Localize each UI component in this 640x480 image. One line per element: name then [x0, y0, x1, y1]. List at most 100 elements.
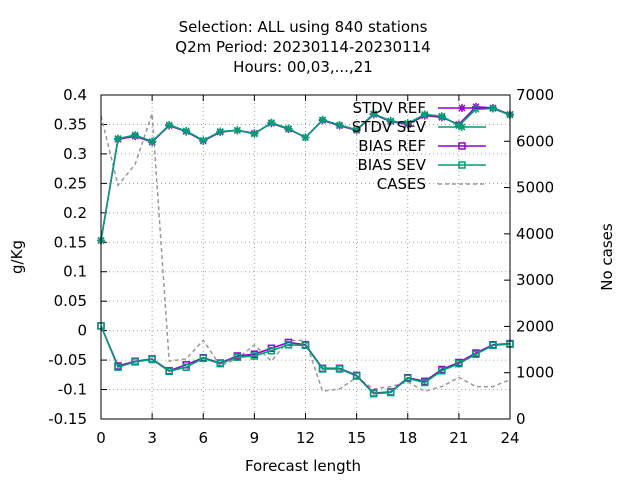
- y-axis-label: g/Kg: [8, 240, 26, 274]
- data-point-bias-sev: [165, 367, 173, 376]
- series-line-cases: [100, 113, 511, 393]
- y2-tick-label: 6000: [516, 132, 554, 150]
- data-point-stdv-sev-d2: [165, 121, 173, 129]
- x-tick-label: 3: [147, 429, 157, 447]
- data-point-stdv-sev-d2: [148, 138, 156, 146]
- y-tick-label: -0.05: [48, 351, 87, 369]
- data-point-bias-sev: [318, 365, 327, 373]
- legend-entry-bias-sev: BIAS SEV: [357, 156, 486, 174]
- series-line-bias-sev: [100, 325, 511, 395]
- data-point-bias-sev: [199, 354, 207, 363]
- data-point-stdv-sev-d2: [114, 135, 122, 143]
- legend-marker-stdv-sev-d2: [458, 123, 466, 131]
- data-point-bias-sev: [438, 366, 446, 375]
- data-point-stdv-sev-d2: [336, 121, 344, 129]
- y-tick-label: 0.15: [54, 233, 87, 251]
- y2-tick-label: 2000: [516, 317, 554, 335]
- data-point-bias-sev: [267, 346, 276, 355]
- data-point-bias-sev: [148, 355, 156, 364]
- data-point-bias-sev: [352, 372, 361, 380]
- x-tick-label: 24: [500, 429, 519, 447]
- legend-marker-stdv-ref-d2: [458, 104, 466, 112]
- legend-entry-bias-ref: BIAS REF: [358, 137, 486, 155]
- data-point-stdv-sev-d2: [319, 116, 327, 124]
- data-point-bias-sev: [301, 341, 310, 350]
- data-point-stdv-sev-d2: [216, 127, 224, 136]
- x-tick-label: 15: [347, 429, 366, 447]
- y-tick-label: 0.35: [54, 115, 87, 133]
- data-point-stdv-sev-d2: [131, 131, 139, 139]
- legend-label-bias-sev: BIAS SEV: [357, 156, 426, 174]
- data-point-bias-sev: [284, 341, 293, 349]
- x-tick-label: 18: [398, 429, 417, 447]
- series-cases: [100, 113, 511, 393]
- data-point-stdv-sev-d2: [489, 105, 497, 113]
- data-point-bias-sev: [114, 363, 122, 371]
- data-point-stdv-sev-d2: [387, 117, 395, 125]
- title-line-2: Q2m Period: 20230114-20230114: [175, 38, 430, 56]
- legend-entry-stdv-sev: STDV SEV: [352, 118, 486, 136]
- y-tick-label: 0.3: [63, 145, 87, 163]
- y-tick-label: 0.2: [63, 204, 87, 222]
- y2-tick-label: 7000: [516, 86, 554, 104]
- data-point-stdv-sev-d2: [233, 126, 241, 134]
- legend-label-stdv-ref: STDV REF: [352, 99, 426, 117]
- data-point-stdv-sev-d2: [284, 125, 292, 133]
- data-point-bias-sev: [421, 378, 429, 387]
- data-point-stdv-sev-d2: [438, 112, 446, 120]
- y2-tick-label: 4000: [516, 225, 554, 243]
- y-tick-label: 0.25: [54, 174, 87, 192]
- data-point-bias-sev: [233, 353, 242, 361]
- data-point-bias-sev: [489, 341, 497, 350]
- series-stdv-sev: [97, 104, 514, 245]
- title-line-3: Hours: 00,03,...,21: [233, 58, 373, 76]
- legend-entry-cases: CASES: [377, 175, 486, 193]
- series-layer: [97, 102, 514, 398]
- data-point-bias-sev: [455, 359, 463, 368]
- chart-title: Selection: ALL using 840 stations Q2m Pe…: [175, 18, 430, 76]
- legend-label-bias-ref: BIAS REF: [358, 137, 426, 155]
- y-tick-label: 0.1: [63, 263, 87, 281]
- y2-tick-label: 3000: [516, 271, 554, 289]
- y2-tick-label: 1000: [516, 364, 554, 382]
- data-point-bias-sev: [182, 363, 190, 371]
- data-point-stdv-sev-d2: [301, 133, 310, 141]
- data-point-stdv-sev-d2: [472, 105, 480, 113]
- y-tick-label: -0.1: [58, 381, 87, 399]
- data-point-stdv-sev-d2: [421, 110, 429, 118]
- x-tick-label: 12: [296, 429, 315, 447]
- data-point-stdv-sev-d2: [199, 136, 207, 144]
- x-axis-label: Forecast length: [245, 457, 361, 475]
- data-point-bias-sev: [369, 389, 378, 398]
- ticks: 0 3 6 9 12 15 18 21 24 0.4 0.35 0.3 0.25 0.2 0.15 0.1 0.…: [48, 86, 554, 447]
- x-tick-label: 21: [449, 429, 468, 447]
- title-line-1: Selection: ALL using 840 stations: [179, 18, 428, 36]
- x-tick-label: 6: [198, 429, 208, 447]
- legend-marker-bias-sev: [458, 161, 466, 169]
- data-point-bias-sev: [472, 350, 480, 358]
- data-point-bias-sev: [386, 388, 395, 397]
- data-point-bias-sev: [216, 359, 225, 368]
- data-point-bias-sev: [250, 352, 259, 360]
- x-tick-label: 0: [96, 429, 106, 447]
- y-tick-label: 0.05: [54, 292, 87, 310]
- plot-frame: [100, 94, 511, 420]
- y-tick-label: 0: [77, 322, 87, 340]
- legend-entry-stdv-ref: STDV REF: [352, 99, 486, 117]
- data-point-bias-sev: [404, 374, 412, 383]
- data-point-stdv-sev-d2: [353, 126, 361, 134]
- data-point-stdv-sev-d2: [250, 130, 258, 138]
- data-point-bias-sev: [335, 365, 344, 373]
- series-line-stdv-sev: [100, 107, 511, 241]
- y2-axis-label: No cases: [598, 223, 616, 291]
- data-point-stdv-sev-d2: [182, 127, 190, 135]
- legend-label-cases: CASES: [377, 175, 426, 193]
- x-tick-label: 9: [250, 429, 260, 447]
- y2-tick-label: 0: [516, 410, 526, 428]
- data-point-stdv-sev-d2: [267, 119, 275, 127]
- data-point-stdv-sev-d2: [370, 110, 378, 118]
- data-point-stdv-sev-d2: [404, 119, 412, 127]
- grid: [101, 95, 510, 419]
